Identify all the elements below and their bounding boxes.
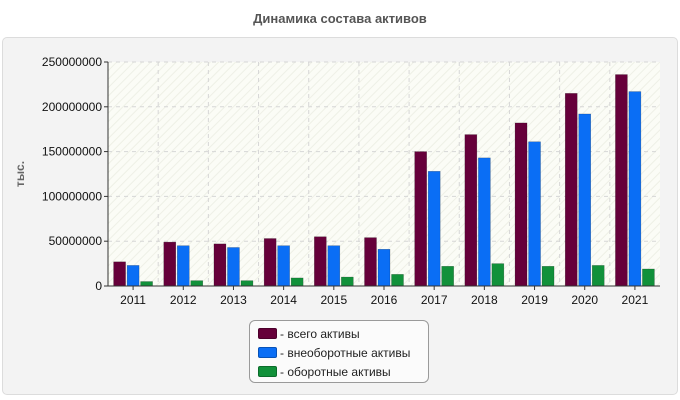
bar-2021-series-1 — [628, 91, 642, 287]
y-tick-label: 250000000 — [42, 55, 102, 69]
bar-2011-series-2 — [140, 281, 153, 287]
bar-2021-series-2 — [642, 268, 655, 287]
bar-2012-series-2 — [190, 280, 204, 287]
x-tick-label: 2013 — [220, 293, 247, 307]
bar-2019-series-2 — [541, 266, 555, 287]
bar-2015-series-2 — [341, 276, 354, 287]
bar-2011-series-1 — [126, 265, 140, 287]
x-tick-label: 2021 — [622, 293, 649, 307]
y-tick-label: 100000000 — [42, 189, 102, 203]
legend-swatch-total — [258, 328, 277, 339]
bar-2011-series-0 — [113, 261, 126, 287]
bar-2014-series-2 — [290, 277, 304, 287]
bar-2016-series-0 — [364, 237, 377, 287]
bars — [113, 74, 655, 287]
bar-2014-series-1 — [277, 245, 290, 287]
bar-2014-series-0 — [263, 238, 277, 287]
bar-2017-series-2 — [441, 266, 454, 287]
legend-label-current: - оборотные активы — [280, 364, 391, 379]
bar-2012-series-1 — [177, 245, 190, 287]
y-axis-label: тыс. — [13, 161, 27, 187]
legend-label-total: - всего активы — [280, 326, 360, 341]
x-tick-label: 2014 — [270, 293, 297, 307]
bar-2013-series-2 — [240, 280, 254, 287]
y-tick-label: 200000000 — [42, 100, 102, 114]
legend-item-noncurrent: - внеоборотные активы — [258, 343, 428, 362]
bar-2015-series-1 — [327, 245, 341, 287]
bar-2017-series-1 — [427, 171, 441, 287]
y-tick-label: 50000000 — [49, 234, 103, 248]
bar-2012-series-0 — [163, 241, 177, 287]
legend-item-total: - всего активы — [258, 324, 428, 343]
legend-swatch-current — [258, 366, 277, 377]
bar-2019-series-0 — [514, 122, 528, 287]
bar-2018-series-2 — [491, 263, 505, 287]
x-tick-label: 2019 — [521, 293, 548, 307]
bar-2015-series-0 — [314, 236, 327, 287]
bar-2018-series-1 — [478, 157, 491, 287]
bar-2021-series-0 — [615, 74, 628, 287]
bar-2020-series-0 — [564, 93, 578, 287]
y-tick-label: 0 — [95, 279, 102, 293]
bar-2013-series-1 — [227, 247, 240, 287]
x-tick-label: 2015 — [320, 293, 347, 307]
bar-2016-series-2 — [391, 274, 404, 287]
bar-2020-series-1 — [578, 113, 591, 287]
x-tick-label: 2011 — [120, 293, 146, 307]
y-tick-label: 150000000 — [42, 145, 102, 159]
legend-swatch-noncurrent — [258, 347, 277, 358]
x-tick-label: 2017 — [421, 293, 448, 307]
chart-title: Динамика состава активов — [253, 11, 427, 26]
legend-item-current: - оборотные активы — [258, 362, 428, 381]
legend: - всего активы - внеоборотные активы - о… — [249, 320, 429, 383]
bar-2013-series-0 — [213, 243, 227, 287]
x-tick-label: 2018 — [471, 293, 498, 307]
bar-2018-series-0 — [464, 134, 478, 287]
axes: 0 50000000 100000000 150000000 200000000 2500… — [42, 55, 660, 307]
legend-label-noncurrent: - внеоборотные активы — [280, 345, 411, 360]
bar-2019-series-1 — [528, 141, 541, 287]
x-tick-label: 2012 — [170, 293, 197, 307]
x-tick-label: 2016 — [371, 293, 398, 307]
bar-2017-series-0 — [414, 151, 427, 287]
x-tick-label: 2020 — [571, 293, 598, 307]
bar-2016-series-1 — [377, 249, 391, 287]
bar-2020-series-2 — [591, 265, 605, 287]
